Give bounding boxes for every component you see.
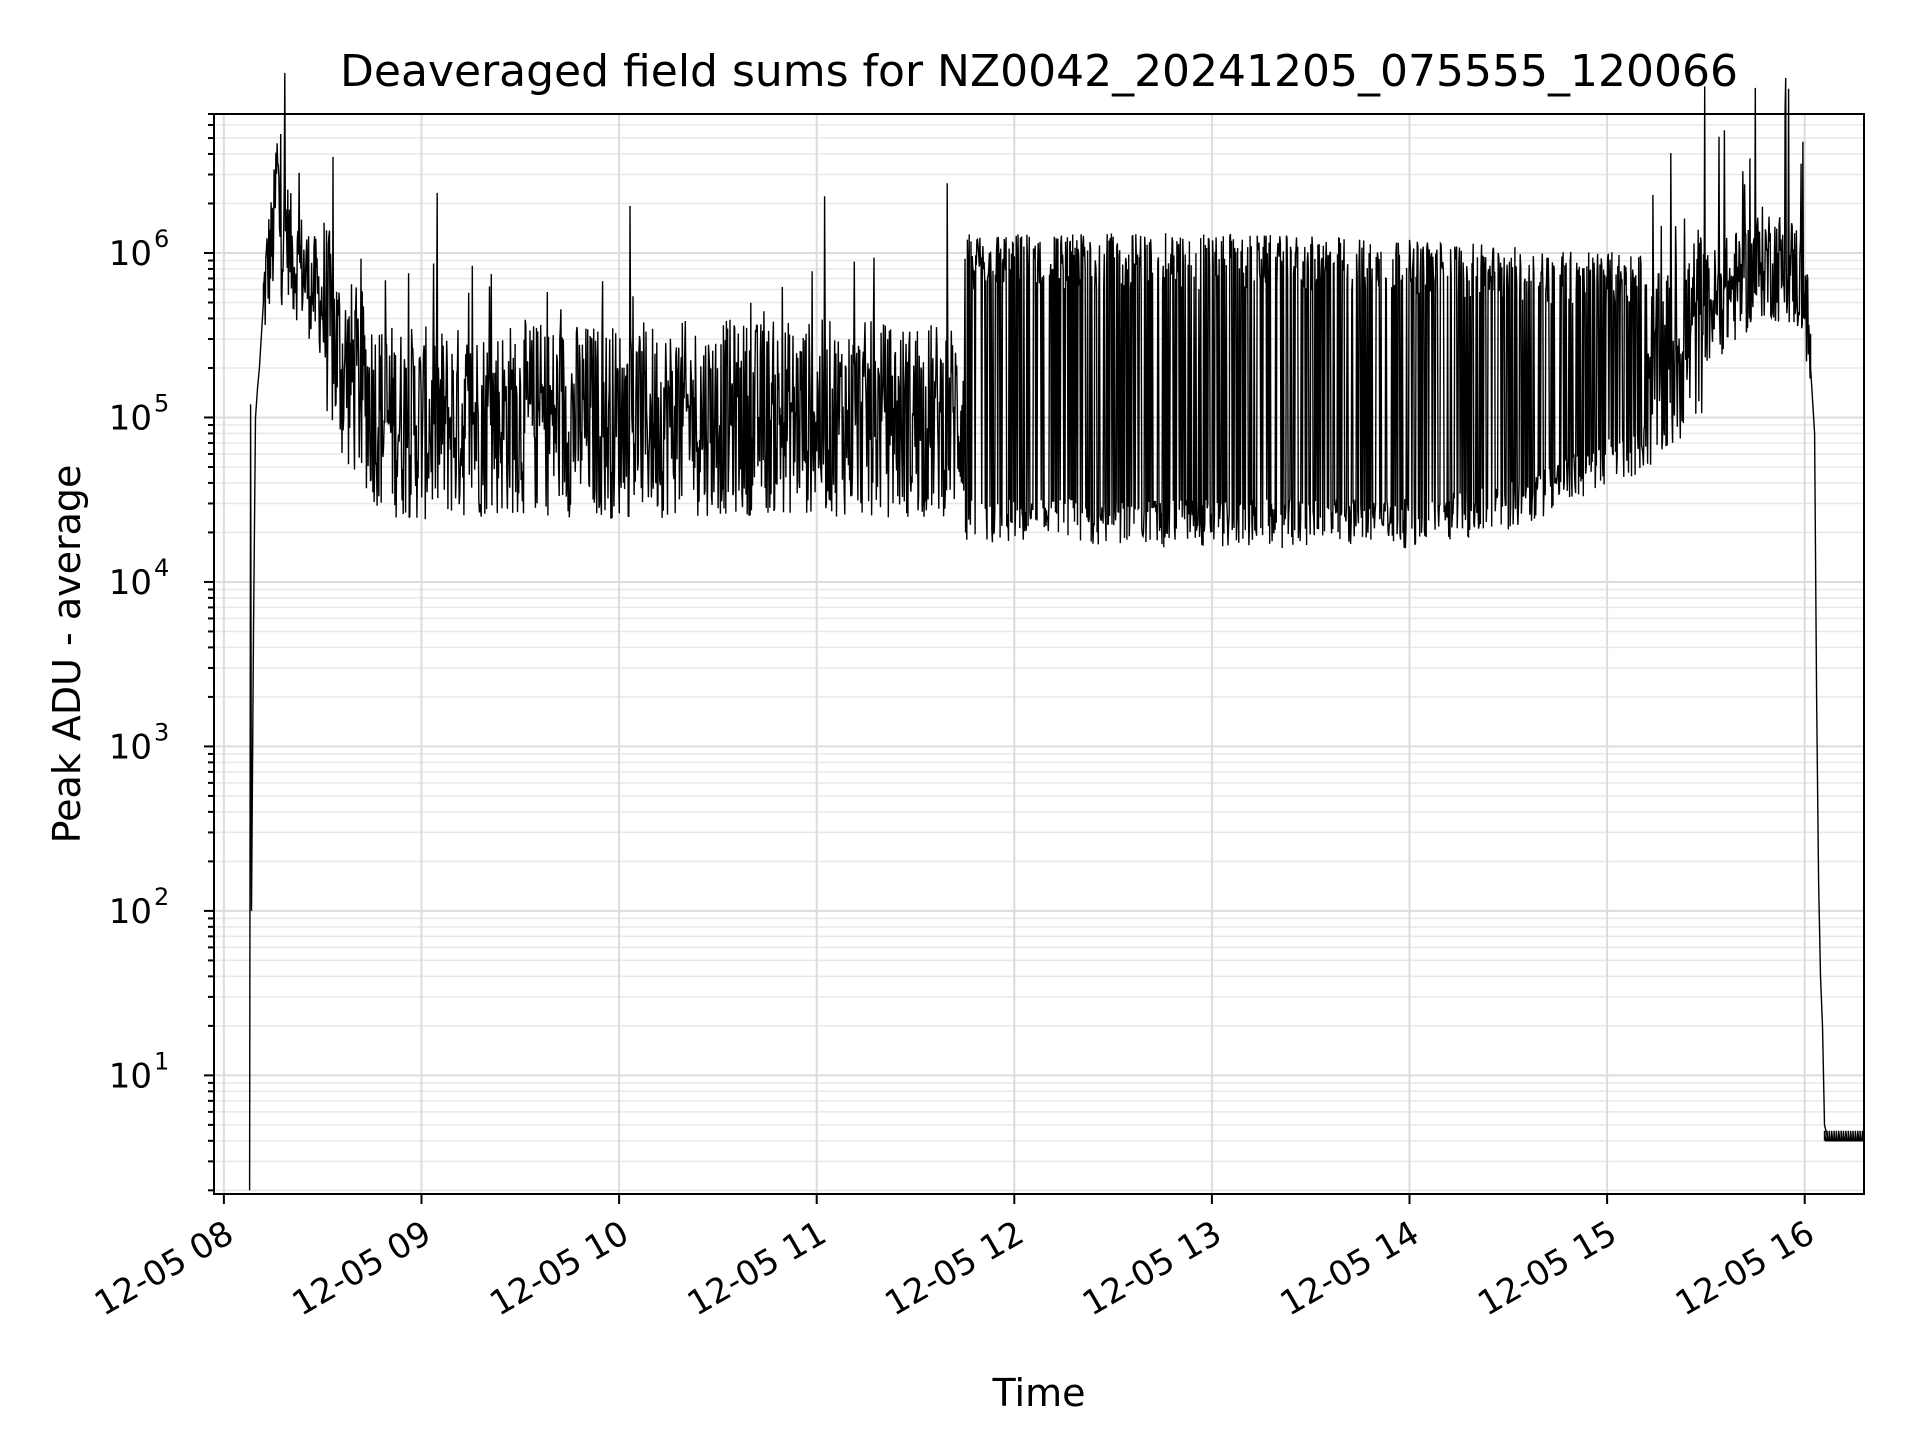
series-line-tail	[1823, 1130, 1865, 1142]
data-series	[248, 72, 1865, 1191]
x-axis-label: Time	[992, 1371, 1086, 1415]
y-tick-label: 10	[109, 727, 152, 767]
y-tick-label-exponent: 2	[154, 883, 169, 911]
plot-frame	[213, 113, 1865, 1195]
series-line	[248, 72, 1864, 1191]
y-tick-label-exponent: 6	[154, 225, 169, 253]
y-tick-label: 10	[109, 892, 152, 932]
y-tick-label-exponent: 4	[154, 554, 169, 582]
y-tick-label: 10	[109, 1056, 152, 1096]
y-tick-label: 10	[109, 234, 152, 274]
chart-title: Deaveraged field sums for NZ0042_2024120…	[340, 46, 1738, 97]
y-tick-label-exponent: 5	[154, 389, 169, 417]
y-tick-label: 10	[109, 563, 152, 603]
y-tick-label-exponent: 3	[154, 718, 169, 746]
y-axis-label: Peak ADU - average	[45, 465, 89, 844]
y-tick-label: 10	[109, 398, 152, 438]
y-tick-label-exponent: 1	[154, 1047, 169, 1075]
